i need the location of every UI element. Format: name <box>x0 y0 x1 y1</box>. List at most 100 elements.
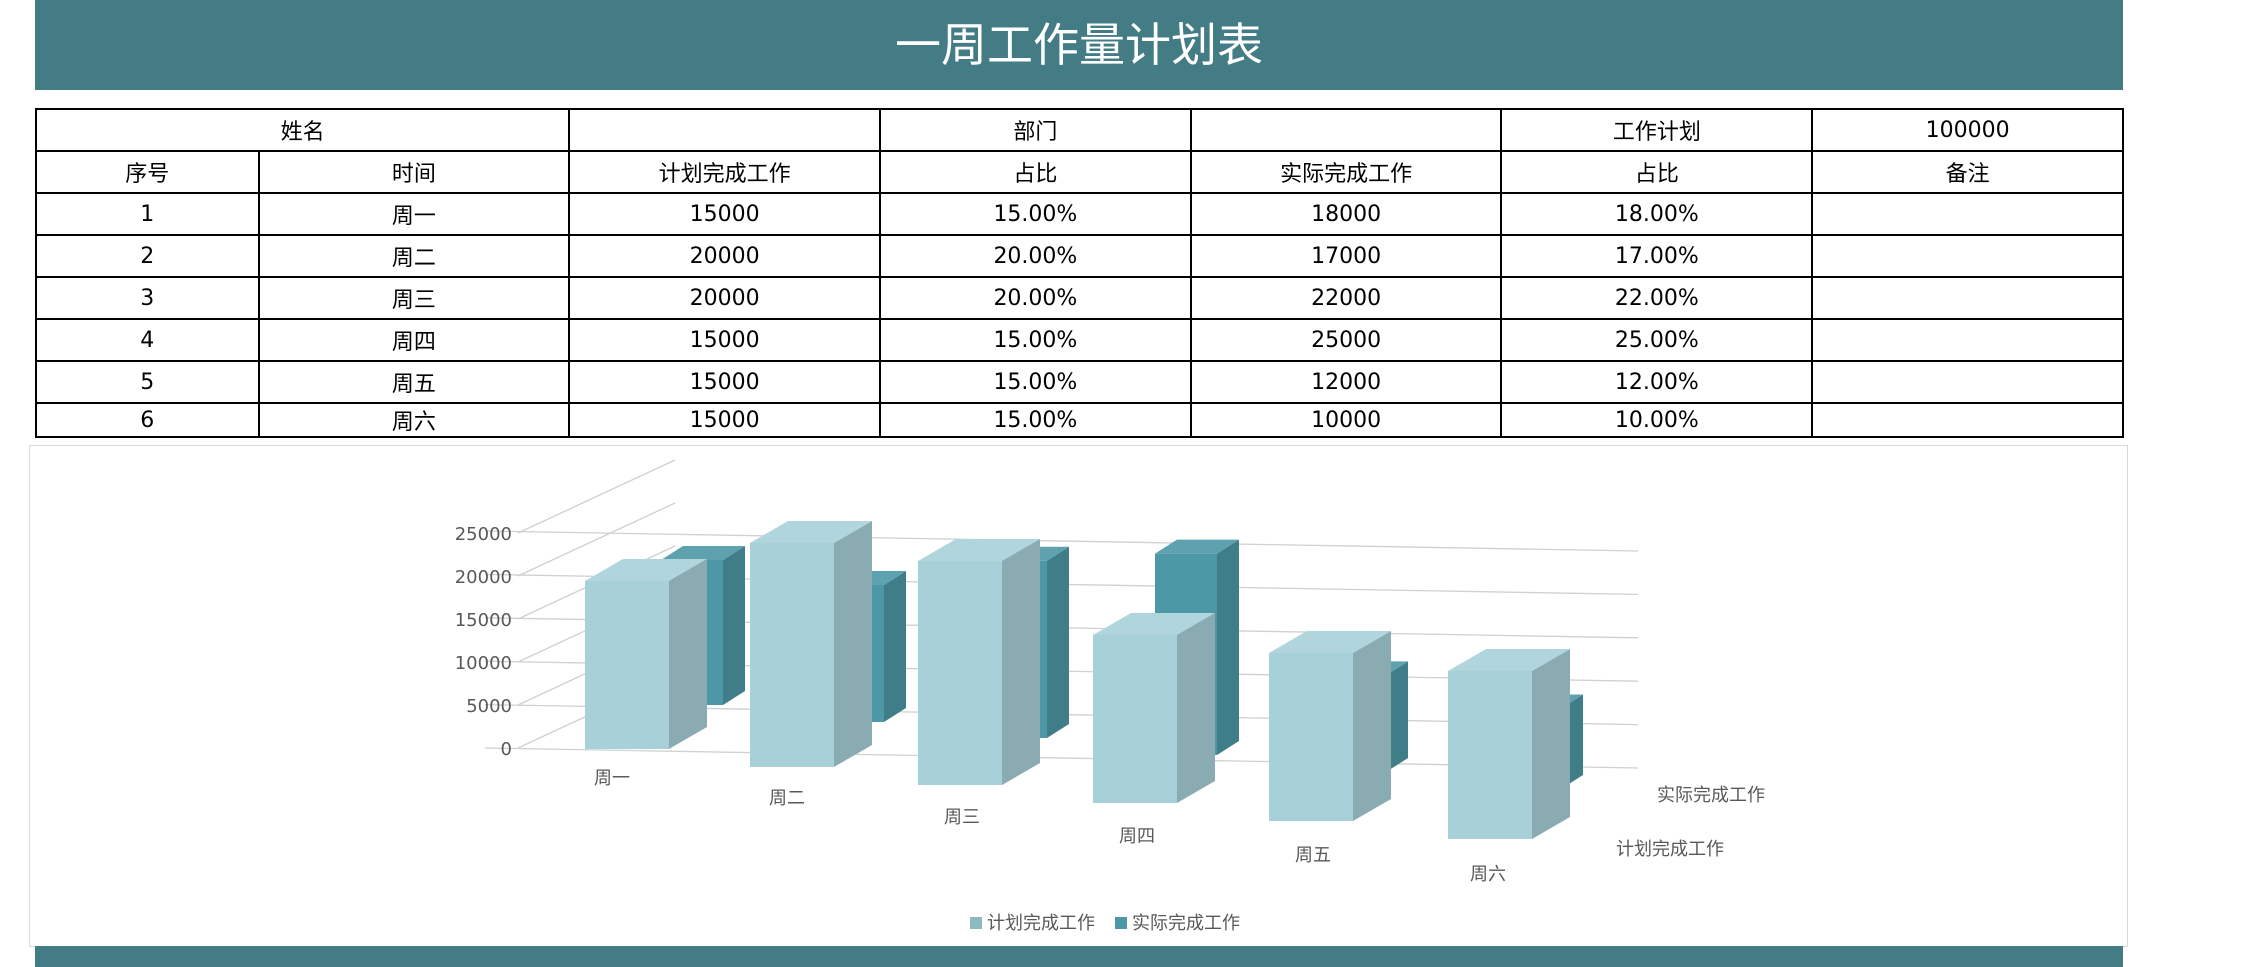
bar-actual-side <box>884 571 906 722</box>
bar-plan <box>1448 671 1532 839</box>
table-row: 1 周一 15000 15.00% 18000 18.00% <box>35 192 2124 236</box>
x-tick-label: 周一 <box>594 768 630 789</box>
header-cell: 实际完成工作 <box>1189 150 1503 194</box>
table-cell[interactable] <box>1811 234 2124 278</box>
table-cell[interactable] <box>1811 360 2124 404</box>
table-cell[interactable] <box>1811 402 2124 438</box>
bar-actual-side <box>723 546 745 705</box>
dept-value-cell[interactable] <box>1189 108 1503 152</box>
table-cell[interactable]: 20000 <box>568 276 882 320</box>
table-cell[interactable]: 周五 <box>257 360 571 404</box>
table-cell[interactable]: 4 <box>35 318 260 362</box>
table-cell[interactable]: 1 <box>35 192 260 236</box>
table-cell[interactable]: 20.00% <box>879 234 1192 278</box>
table-cell[interactable]: 20000 <box>568 234 882 278</box>
dept-label: 部门 <box>879 108 1192 152</box>
bar-plan-top <box>1269 631 1391 653</box>
bar-plan <box>585 581 669 749</box>
bar-plan-top <box>918 539 1040 561</box>
table-cell[interactable]: 15.00% <box>879 360 1192 404</box>
table-cell[interactable]: 25000 <box>1189 318 1503 362</box>
table-cell[interactable]: 15000 <box>568 192 882 236</box>
bar-actual-side <box>1386 661 1408 772</box>
table-cell[interactable]: 20.00% <box>879 276 1192 320</box>
header-cell: 备注 <box>1811 150 2124 194</box>
table-cell[interactable]: 15.00% <box>879 192 1192 236</box>
x-tick-label: 周三 <box>944 807 980 828</box>
bar-plan <box>918 561 1002 785</box>
bar-plan-top <box>585 559 707 581</box>
table-cell[interactable]: 17000 <box>1189 234 1503 278</box>
x-tick-label: 周二 <box>769 788 805 809</box>
legend-swatch-plan <box>970 917 982 929</box>
table-cell[interactable]: 22000 <box>1189 276 1503 320</box>
name-value-cell[interactable] <box>568 108 882 152</box>
bar-plan <box>1093 635 1177 803</box>
table-cell[interactable]: 6 <box>35 402 260 438</box>
bar-plan <box>1269 653 1353 821</box>
gridline <box>484 530 1639 552</box>
y-tick-label: 25000 <box>455 524 512 545</box>
table-cell[interactable]: 15000 <box>568 318 882 362</box>
table-cell[interactable]: 周二 <box>257 234 571 278</box>
legend-label-plan: 计划完成工作 <box>987 913 1095 934</box>
y-tick-label: 0 <box>501 739 512 760</box>
y-tick-label: 20000 <box>455 567 512 588</box>
legend-swatch-actual <box>1115 917 1127 929</box>
table-cell[interactable]: 18.00% <box>1500 192 1814 236</box>
bar-plan-side <box>834 521 872 767</box>
table-cell[interactable]: 3 <box>35 276 260 320</box>
work-plan-table: 姓名 部门 工作计划 100000 序号 时间 计划完成工作 占比 实际完成工作… <box>34 108 2124 438</box>
plan-value-cell[interactable]: 100000 <box>1811 108 2124 152</box>
plan-label: 工作计划 <box>1500 108 1814 152</box>
bar-plan-side <box>1532 649 1570 839</box>
bar-plan-side <box>1353 631 1391 821</box>
x-tick-label: 周四 <box>1119 826 1155 847</box>
bar-plan-top <box>750 521 872 543</box>
x-tick-label: 周六 <box>1470 864 1506 885</box>
y-tick-label: 5000 <box>466 696 512 717</box>
chart-svg: 0500010000150002000025000周一周二周三周四周五周六实际完… <box>455 459 1765 934</box>
table-cell[interactable] <box>1811 318 2124 362</box>
bar-actual-top <box>1155 539 1239 554</box>
table-cell[interactable]: 15.00% <box>879 402 1192 438</box>
table-cell[interactable] <box>1811 276 2124 320</box>
table-row: 2 周二 20000 20.00% 17000 17.00% <box>35 234 2124 278</box>
table-cell[interactable]: 周一 <box>257 192 571 236</box>
table-cell[interactable]: 周三 <box>257 276 571 320</box>
table-row: 5 周五 15000 15.00% 12000 12.00% <box>35 360 2124 404</box>
bar-plan <box>750 543 834 767</box>
header-cell: 序号 <box>35 150 260 194</box>
table-cell[interactable]: 25.00% <box>1500 318 1814 362</box>
bar-plan-side <box>1002 539 1040 785</box>
table-cell[interactable]: 15000 <box>568 360 882 404</box>
table-cell[interactable]: 22.00% <box>1500 276 1814 320</box>
table-cell[interactable]: 18000 <box>1189 192 1503 236</box>
y-tick-label: 10000 <box>455 653 512 674</box>
table-cell[interactable]: 10000 <box>1189 402 1503 438</box>
table-cell[interactable]: 10.00% <box>1500 402 1814 438</box>
x-tick-label: 周五 <box>1295 845 1331 866</box>
bar-actual-side <box>1047 546 1069 738</box>
info-row: 姓名 部门 工作计划 100000 <box>34 108 2124 152</box>
table-cell[interactable]: 5 <box>35 360 260 404</box>
table-cell[interactable]: 15000 <box>568 402 882 438</box>
table-cell[interactable]: 15.00% <box>879 318 1192 362</box>
gridline-side <box>517 459 676 534</box>
table-cell[interactable]: 12000 <box>1189 360 1503 404</box>
bar-plan-side <box>1177 613 1215 803</box>
table-cell[interactable]: 周四 <box>257 318 571 362</box>
table-cell[interactable]: 17.00% <box>1500 234 1814 278</box>
table-row: 4 周四 15000 15.00% 25000 25.00% <box>35 318 2124 362</box>
footer-bar <box>35 946 2123 967</box>
table-cell[interactable]: 12.00% <box>1500 360 1814 404</box>
bar-actual-side <box>1217 539 1239 755</box>
table-cell[interactable]: 周六 <box>257 402 571 438</box>
table-cell[interactable]: 2 <box>35 234 260 278</box>
header-row: 序号 时间 计划完成工作 占比 实际完成工作 占比 备注 <box>35 150 2124 194</box>
bar-actual-top <box>661 546 745 560</box>
bar-chart-3d[interactable]: 0 5000 10000 15000 20000 25000 周一 周二 周三 周四 周五 周六 实际完… <box>29 445 2128 947</box>
bar-plan-side <box>669 559 707 749</box>
bar-plan-top <box>1448 649 1570 671</box>
table-cell[interactable] <box>1811 192 2124 236</box>
